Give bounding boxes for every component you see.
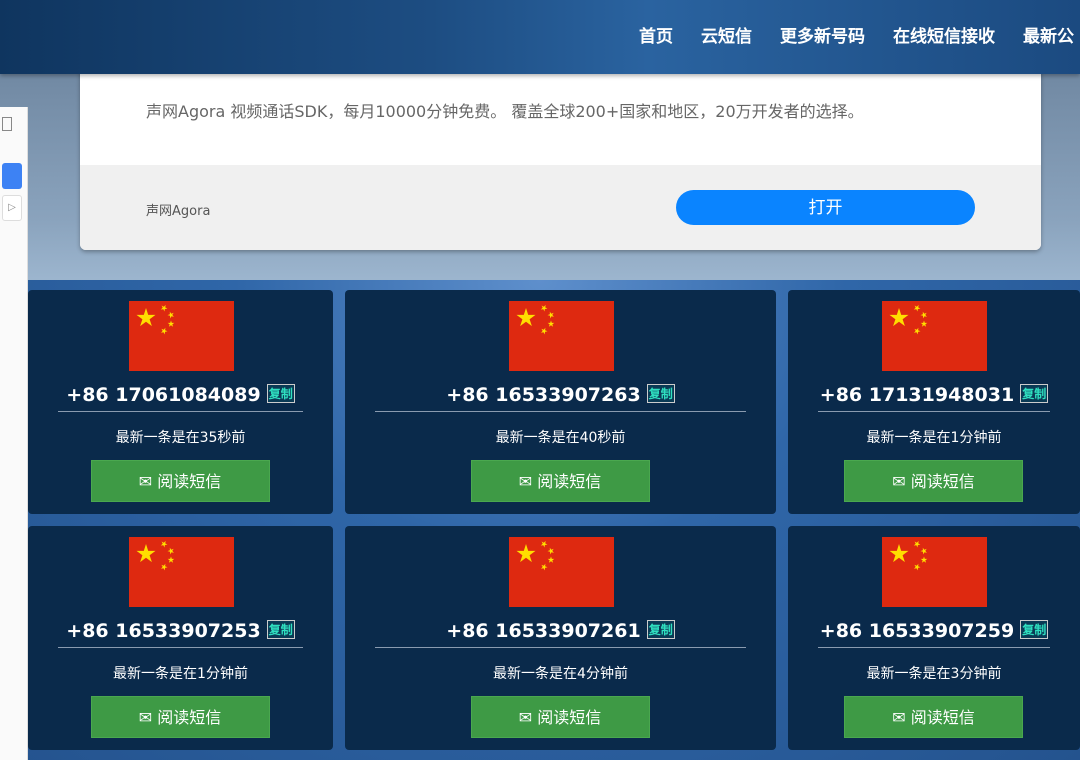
phone-number: +86 16533907253 复制: [28, 620, 333, 642]
divider: [818, 411, 1050, 412]
phone-number: +86 16533907261 复制: [345, 620, 776, 642]
last-message-time: 最新一条是在35秒前: [115, 430, 246, 446]
china-flag-icon: [508, 301, 614, 371]
read-sms-label: 阅读短信: [537, 472, 602, 491]
number-grid: +86 17061084089 复制 最新一条是在35秒前 ✉ 阅读短信 +86 165…: [0, 280, 1080, 760]
number-card: +86 17131948031 复制最新一条是在1分钟前 ✉ 阅读短信: [788, 290, 1080, 514]
number-card: +86 16533907261 复制最新一条是在4分钟前 ✉ 阅读短信: [345, 526, 776, 750]
copy-button[interactable]: 复制: [646, 384, 675, 403]
ad-footer: 声网Agora 打开: [80, 165, 1041, 250]
phone-number-text: +86 17131948031: [819, 384, 1015, 406]
copy-button[interactable]: 复制: [1020, 384, 1049, 403]
ad-brand: 声网Agora: [146, 204, 211, 219]
divider: [375, 411, 746, 412]
phone-number-text: +86 16533907259: [819, 620, 1015, 642]
copy-button[interactable]: 复制: [266, 620, 295, 639]
read-sms-label: 阅读短信: [537, 708, 602, 727]
read-sms-button[interactable]: ✉ 阅读短信: [90, 696, 270, 738]
number-card: +86 16533907263 复制最新一条是在40秒前 ✉ 阅读短信: [345, 290, 776, 514]
panel-icon[interactable]: [2, 117, 12, 131]
read-sms-label: 阅读短信: [910, 472, 975, 491]
nav-home[interactable]: 首页: [639, 27, 673, 47]
main-nav: 首页 云短信 更多新号码 在线短信接收 最新公: [639, 22, 1074, 47]
ad-open-button[interactable]: 打开: [676, 190, 975, 225]
divider: [375, 647, 746, 648]
divider: [818, 647, 1050, 648]
play-icon[interactable]: ▷: [2, 195, 22, 221]
read-sms-label: 阅读短信: [157, 472, 222, 491]
read-sms-button[interactable]: ✉ 阅读短信: [844, 696, 1023, 738]
last-message-time: 最新一条是在1分钟前: [113, 666, 248, 682]
divider: [58, 411, 303, 412]
read-sms-label: 阅读短信: [910, 708, 975, 727]
read-sms-button[interactable]: ✉ 阅读短信: [90, 460, 270, 502]
divider: [58, 647, 303, 648]
nav-cloud-sms[interactable]: 云短信: [701, 27, 752, 47]
china-flag-icon: [882, 537, 987, 607]
envelope-icon: ✉: [518, 708, 538, 727]
last-message-time: 最新一条是在40秒前: [495, 430, 626, 446]
nav-online-sms[interactable]: 在线短信接收: [893, 27, 995, 47]
read-sms-label: 阅读短信: [157, 708, 222, 727]
ad-banner[interactable]: 声网Agora 视频通话SDK，每月10000分钟免费。 覆盖全球200+国家和…: [80, 70, 1041, 250]
side-panel: ▷: [0, 107, 28, 760]
ad-area: 声网Agora 视频通话SDK，每月10000分钟免费。 覆盖全球200+国家和…: [0, 70, 1080, 282]
read-sms-button[interactable]: ✉ 阅读短信: [844, 460, 1023, 502]
read-sms-button[interactable]: ✉ 阅读短信: [470, 460, 650, 502]
china-flag-icon: [882, 301, 987, 371]
number-card: +86 17061084089 复制最新一条是在35秒前 ✉ 阅读短信: [28, 290, 333, 514]
panel-blue-button[interactable]: [2, 163, 22, 189]
last-message-time: 最新一条是在3分钟前: [866, 666, 1002, 682]
phone-number-text: +86 16533907253: [66, 620, 261, 642]
china-flag-icon: [128, 301, 234, 371]
nav-latest[interactable]: 最新公: [1023, 27, 1074, 47]
ad-text: 声网Agora 视频通话SDK，每月10000分钟免费。 覆盖全球200+国家和…: [146, 102, 864, 121]
envelope-icon: ✉: [518, 472, 538, 491]
envelope-icon: ✉: [138, 472, 158, 491]
phone-number: +86 16533907259 复制: [788, 620, 1080, 642]
last-message-time: 最新一条是在1分钟前: [866, 430, 1002, 446]
phone-number: +86 17131948031 复制: [788, 384, 1080, 406]
last-message-time: 最新一条是在4分钟前: [493, 666, 628, 682]
phone-number-text: +86 17061084089: [66, 384, 261, 406]
nav-more-numbers[interactable]: 更多新号码: [780, 27, 865, 47]
site-header: 首页 云短信 更多新号码 在线短信接收 最新公: [0, 0, 1080, 74]
china-flag-icon: [128, 537, 234, 607]
china-flag-icon: [508, 537, 614, 607]
read-sms-button[interactable]: ✉ 阅读短信: [470, 696, 650, 738]
envelope-icon: ✉: [892, 708, 911, 727]
envelope-icon: ✉: [892, 472, 911, 491]
phone-number-text: +86 16533907261: [446, 620, 641, 642]
copy-button[interactable]: 复制: [646, 620, 675, 639]
phone-number: +86 17061084089 复制: [28, 384, 333, 406]
copy-button[interactable]: 复制: [266, 384, 295, 403]
phone-number: +86 16533907263 复制: [345, 384, 776, 406]
number-card: +86 16533907259 复制最新一条是在3分钟前 ✉ 阅读短信: [788, 526, 1080, 750]
number-card: +86 16533907253 复制最新一条是在1分钟前 ✉ 阅读短信: [28, 526, 333, 750]
phone-number-text: +86 16533907263: [446, 384, 641, 406]
copy-button[interactable]: 复制: [1020, 620, 1049, 639]
envelope-icon: ✉: [138, 708, 158, 727]
